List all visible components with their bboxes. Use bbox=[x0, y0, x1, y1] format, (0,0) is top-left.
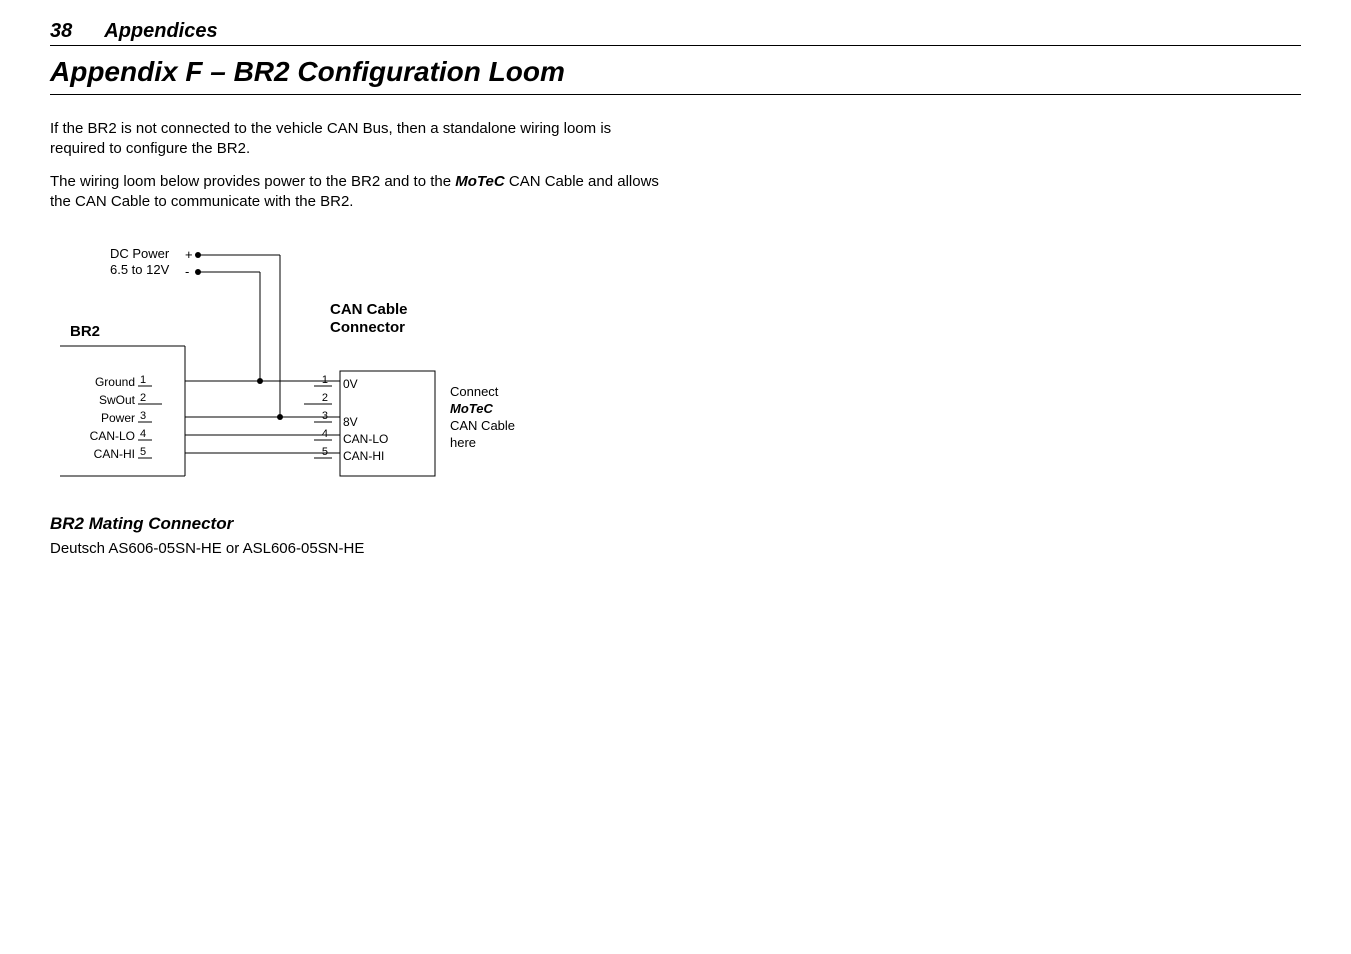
br2-pin2-num: 2 bbox=[140, 392, 146, 404]
can-pin3-label: 8V bbox=[343, 415, 358, 429]
minus-sign: - bbox=[185, 264, 189, 279]
br2-pin5-num: 5 bbox=[140, 446, 146, 458]
can-pin2-num: 2 bbox=[322, 392, 328, 404]
can-pin1-num: 1 bbox=[322, 374, 328, 386]
paragraph-2a: The wiring loom below provides power to … bbox=[50, 173, 455, 190]
junction-8v bbox=[277, 414, 283, 420]
side-text-3: CAN Cable bbox=[450, 418, 515, 433]
can-title-1: CAN Cable bbox=[330, 301, 408, 318]
br2-pin2-label: SwOut bbox=[99, 393, 136, 407]
paragraph-2: The wiring loom below provides power to … bbox=[50, 172, 670, 213]
page-header: 38 Appendices bbox=[50, 20, 1301, 46]
page-title: Appendix F – BR2 Configuration Loom bbox=[50, 56, 1301, 95]
br2-pin5-label: CAN-HI bbox=[94, 447, 135, 461]
plus-sign: + bbox=[185, 247, 193, 262]
can-pin4-label: CAN-LO bbox=[343, 432, 388, 446]
br2-pin4-label: CAN-LO bbox=[90, 429, 135, 443]
paragraph-1: If the BR2 is not connected to the vehic… bbox=[50, 119, 670, 160]
br2-pin1-num: 1 bbox=[140, 374, 146, 386]
mating-heading: BR2 Mating Connector bbox=[50, 514, 1301, 534]
br2-title: BR2 bbox=[70, 323, 100, 340]
junction-0v bbox=[257, 378, 263, 384]
br2-pin3-label: Power bbox=[101, 411, 135, 425]
can-pin5-label: CAN-HI bbox=[343, 449, 384, 463]
section-name: Appendices bbox=[104, 20, 217, 43]
dc-power-label-2: 6.5 to 12V bbox=[110, 262, 170, 277]
page-number: 38 bbox=[50, 20, 72, 43]
paragraph-2-brand: MoTeC bbox=[455, 173, 504, 190]
can-pin4-num: 4 bbox=[322, 428, 328, 440]
dc-power-label-1: DC Power bbox=[110, 246, 170, 261]
br2-pin4-num: 4 bbox=[140, 428, 146, 440]
diagram-svg: DC Power 6.5 to 12V + - BR2 CAN Cable Co… bbox=[50, 236, 690, 496]
side-text-4: here bbox=[450, 435, 476, 450]
wiring-diagram: DC Power 6.5 to 12V + - BR2 CAN Cable Co… bbox=[50, 236, 690, 496]
br2-pin3-num: 3 bbox=[140, 410, 146, 422]
br2-pin1-label: Ground bbox=[95, 375, 135, 389]
side-text-2: MoTeC bbox=[450, 401, 493, 416]
side-text-1: Connect bbox=[450, 384, 499, 399]
can-title-2: Connector bbox=[330, 319, 405, 336]
can-pin5-num: 5 bbox=[322, 446, 328, 458]
document-page: 38 Appendices Appendix F – BR2 Configura… bbox=[0, 0, 1351, 607]
can-pin3-num: 3 bbox=[322, 410, 328, 422]
can-pin1-label: 0V bbox=[343, 377, 358, 391]
mating-text: Deutsch AS606-05SN-HE or ASL606-05SN-HE bbox=[50, 540, 1301, 557]
